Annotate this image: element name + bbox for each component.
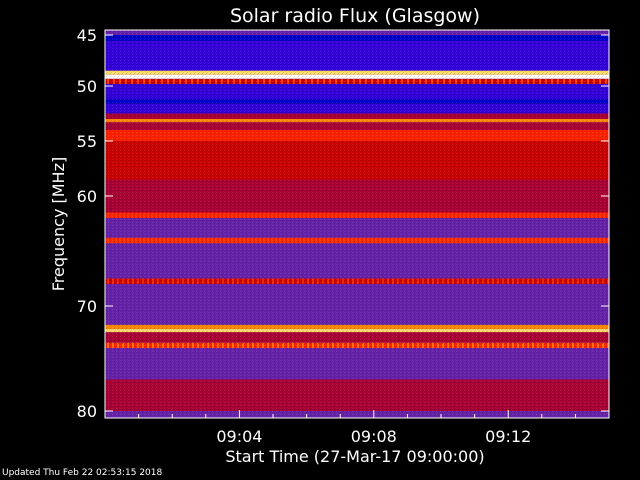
y-tick-label: 45	[77, 26, 97, 45]
noise-texture	[105, 30, 609, 418]
y-tick-label: 50	[77, 77, 97, 96]
y-tick-label: 70	[77, 297, 97, 316]
x-tick-label: 09:08	[351, 427, 397, 446]
y-axis: 45 50 55 60 70 80	[77, 26, 609, 421]
updated-timestamp: Updated Thu Feb 22 02:53:15 2018	[2, 468, 163, 478]
y-tick-label: 60	[77, 187, 97, 206]
y-tick-label: 55	[77, 132, 97, 151]
plot-frame	[104, 29, 610, 419]
x-axis: 09:04 09:08 09:12	[138, 410, 576, 446]
chart-title: Solar radio Flux (Glasgow)	[230, 5, 480, 27]
x-tick-label: 09:12	[485, 427, 531, 446]
x-axis-label: Start Time (27-Mar-17 09:00:00)	[225, 447, 484, 466]
x-tick-label: 09:04	[216, 427, 262, 446]
y-tick-label: 80	[77, 402, 97, 421]
y-axis-label: Frequency [MHz]	[49, 157, 68, 291]
